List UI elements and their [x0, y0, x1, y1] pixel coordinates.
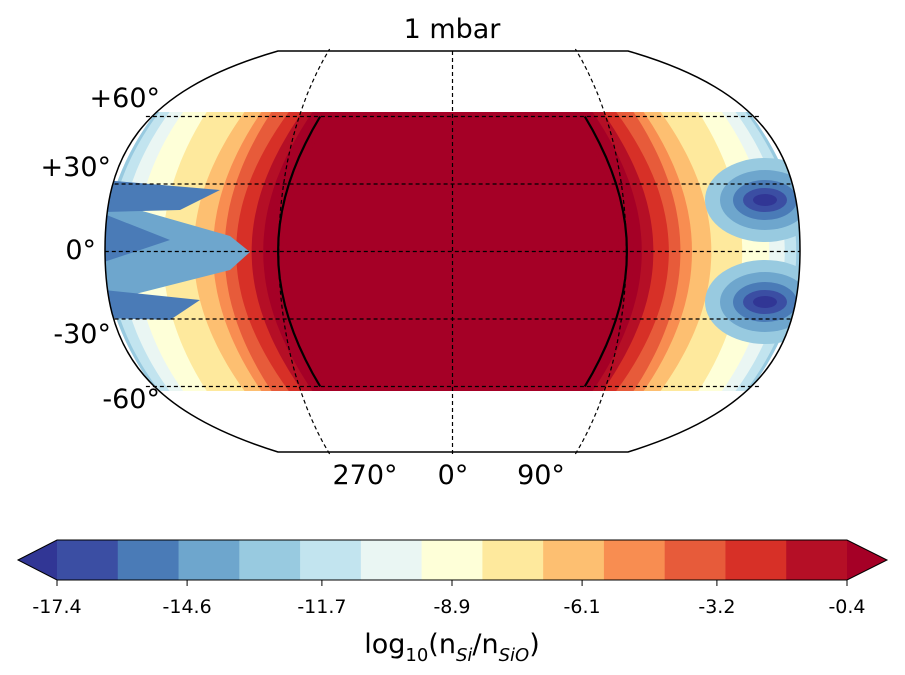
colorbar-label-sio: SiO [499, 645, 530, 666]
contour-lines [276, 115, 629, 388]
colorbar-tick-label: -0.4 [828, 596, 865, 618]
lon-label-90: 90° [517, 460, 565, 491]
graticule [104, 48, 801, 455]
latitude-tick-labels: +60° +30° 0° -30° -60° [41, 83, 160, 415]
nightside-tongue [105, 214, 170, 262]
colorbar-cells [18, 540, 887, 580]
colorbar-label-open: (n [428, 629, 456, 660]
colorbar-cell [421, 540, 483, 580]
colorbar-cell [543, 540, 605, 580]
colorbar-cell [239, 540, 301, 580]
colorbar-cell [482, 540, 544, 580]
colorbar-extend-high [847, 540, 887, 580]
colorbar-cell [300, 540, 362, 580]
colorbar-label-close: ) [529, 629, 540, 660]
colorbar-tick-label: -17.4 [32, 596, 81, 618]
colorbar-cell [57, 540, 119, 580]
colorbar-ticks: -17.4 -14.6 -11.7 -8.9 -6.1 -3.2 -0.4 [32, 580, 866, 618]
lat-label-minus60: -60° [102, 384, 160, 415]
lat-label-minus30: -30° [53, 319, 111, 350]
colorbar-label-log: log [364, 629, 405, 660]
colorbar-label-si: Si [456, 645, 472, 666]
colorbar-cell [178, 540, 240, 580]
colorbar-tick-label: -14.6 [163, 596, 212, 618]
low-ratio-pocket [753, 296, 777, 308]
lat-label-plus60: +60° [90, 83, 160, 114]
lat-label-plus30: +30° [41, 152, 111, 183]
colorbar-cell [664, 540, 727, 580]
contour-line [583, 115, 629, 388]
colorbar-tick-label: -11.7 [297, 596, 346, 618]
nightside-tongue [105, 180, 220, 212]
longitude-tick-labels: 270° 0° 90° [332, 460, 564, 491]
meridian-line [574, 48, 627, 455]
colorbar-tick-label: -3.2 [698, 596, 735, 618]
colorbar-tick-label: -6.1 [564, 596, 601, 618]
map-data-field [105, 51, 800, 452]
colorbar: -17.4 -14.6 -11.7 -8.9 -6.1 -3.2 -0.4 log10(nS… [16, 539, 889, 666]
colorbar-label-base: 10 [405, 645, 428, 666]
colorbar-cell [117, 540, 180, 580]
chart-title: 1 mbar [404, 14, 502, 45]
colorbar-cell [725, 540, 787, 580]
colorbar-extend-low [18, 540, 57, 580]
lat-label-zero: 0° [65, 235, 96, 266]
polar-blank-north [105, 51, 800, 99]
colorbar-tick-label: -8.9 [433, 596, 470, 618]
lon-label-270: 270° [332, 460, 397, 491]
nightside-tongue [105, 290, 200, 320]
meridian-line [278, 48, 331, 455]
contour-line [276, 115, 322, 388]
colorbar-cell [786, 540, 848, 580]
colorbar-cell [603, 540, 666, 580]
map-boundary [104, 50, 801, 453]
colorbar-cell [360, 540, 423, 580]
colorbar-label: log10(nSi/nSiO) [364, 629, 540, 666]
colorbar-label-slash: /n [472, 629, 498, 660]
contour-bands [105, 112, 800, 391]
contour-band [286, 112, 619, 391]
lon-label-0: 0° [438, 460, 469, 491]
polar-blank-south [105, 405, 800, 452]
low-ratio-pockets [105, 158, 800, 344]
low-ratio-pocket [753, 194, 777, 206]
